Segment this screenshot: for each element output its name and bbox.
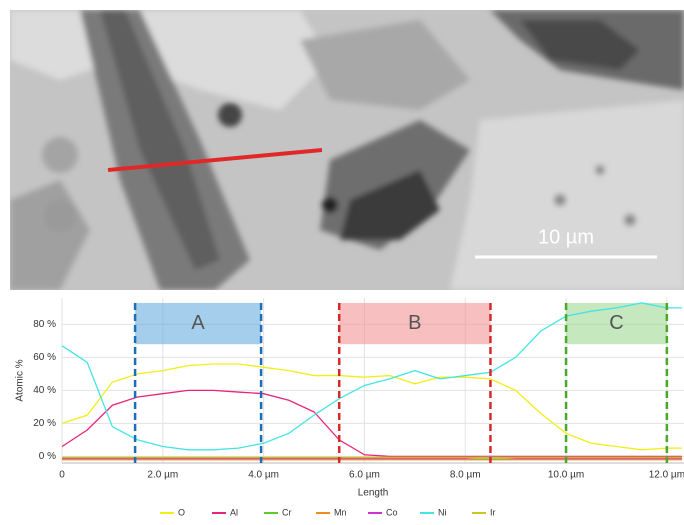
legend-label: Co [386,507,398,517]
x-tick-label: 4.0 µm [248,470,279,481]
x-tick-label: 6.0 µm [349,470,380,481]
x-tick-label: 12.0 µm [649,470,684,481]
x-axis-label: Length [358,488,389,499]
series-line [62,364,682,450]
x-tick-label: 10.0 µm [548,470,584,481]
sem-image: 10 µm [10,10,684,290]
y-tick-label: 20 % [33,418,56,429]
legend-label: Ni [438,507,447,517]
region-label: B [408,312,421,334]
x-tick-label: 2.0 µm [147,470,178,481]
x-tick-label: 0 [59,470,65,481]
region-label: A [191,312,205,334]
region-label: C [609,312,623,334]
page: {"image": {"scale_label": "10 µm"}, "cha… [0,0,684,520]
scale-label: 10 µm [538,226,594,248]
y-tick-label: 60 % [33,352,56,363]
chart: 0 % 20 % 40 % 60 % 80 % 0 2.0 µm 4.0 µm 6.0 µm 8.… [15,298,684,517]
legend-label: O [178,507,185,517]
x-tick-label: 8.0 µm [450,470,481,481]
legend-label: Ir [490,507,496,517]
y-tick-label: 80 % [33,319,56,330]
figure: 10 µm 0 % 20 % 40 % 60 % 80 % 0 2.0 µm 4.0 µm 6.… [0,0,684,520]
y-axis-label: Atomic % [15,359,26,401]
y-tick-label: 0 % [39,451,56,462]
legend-label: Cr [282,507,292,517]
y-tick-label: 40 % [33,385,56,396]
legend-label: Al [230,507,238,517]
legend-label: Mn [334,507,347,517]
